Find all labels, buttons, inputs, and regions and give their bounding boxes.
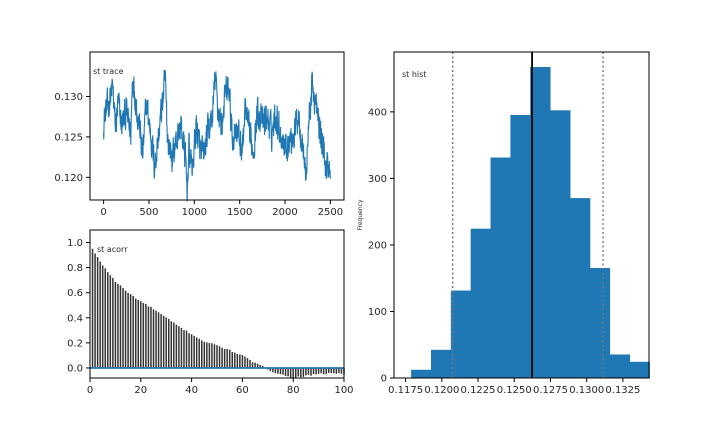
hist-bar [550, 110, 571, 379]
trace-ytick-label: 0.125 [54, 132, 83, 143]
hist-xtick-label: 0.1200 [424, 385, 459, 396]
acorr-title: st acorr [97, 245, 128, 254]
acorr-xtick-label: 40 [185, 385, 198, 396]
acorr-plot-area [90, 248, 345, 378]
trace-series-line [103, 69, 331, 202]
acorr-ytick-label: 0.0 [67, 363, 83, 374]
hist-bar [629, 361, 650, 379]
trace-y-ticks: 0.120 0.125 0.130 [54, 92, 90, 184]
acorr-y-ticks: 0.0 0.2 0.4 0.6 0.8 1.0 [67, 238, 90, 374]
hist-ytick-label: 100 [368, 307, 387, 318]
trace-xtick-label: 1000 [182, 207, 207, 218]
hist-title: st hist [402, 70, 426, 79]
hist-bar [490, 157, 511, 379]
acorr-xtick-label: 20 [134, 385, 147, 396]
hist-bar [450, 290, 472, 379]
acorr-xtick-label: 0 [87, 385, 93, 396]
acorr-axes-frame [89, 229, 345, 379]
trace-x-ticks: 0 500 1000 1500 2000 2500 [100, 200, 343, 218]
hist-bar [569, 198, 591, 379]
acorr-ytick-label: 1.0 [67, 238, 83, 249]
trace-ytick-label: 0.120 [54, 173, 83, 184]
hist-ytick-label: 0 [381, 374, 387, 385]
acorr-panel: st acorr 0 20 40 60 80 100 0.0 0.2 0.4 0.6 0.8 1.0 [67, 229, 354, 396]
acorr-xtick-label: 100 [334, 385, 353, 396]
hist-xtick-label: 0.1275 [533, 385, 568, 396]
acorr-x-ticks: 0 20 40 60 80 100 [87, 378, 354, 396]
trace-xtick-label: 2500 [318, 207, 343, 218]
hist-ytick-label: 300 [368, 174, 387, 185]
hist-xtick-label: 0.1300 [569, 385, 604, 396]
hist-ylabel: Frequency [357, 199, 364, 230]
acorr-ytick-label: 0.8 [67, 263, 83, 274]
trace-xtick-label: 0 [100, 207, 106, 218]
acorr-ytick-label: 0.6 [67, 288, 83, 299]
trace-xtick-label: 2000 [272, 207, 297, 218]
trace-xtick-label: 1500 [227, 207, 252, 218]
hist-plot-area [411, 52, 650, 379]
acorr-xtick-label: 60 [236, 385, 249, 396]
hist-y-ticks: 0 100 200 300 400 [368, 107, 394, 385]
hist-ytick-label: 400 [368, 107, 387, 118]
acorr-ytick-label: 0.2 [67, 338, 83, 349]
trace-axes-frame [89, 51, 345, 201]
hist-x-ticks: 0.1175 0.1200 0.1225 0.1250 0.1275 0.1300 0.13… [388, 378, 640, 396]
acorr-xtick-label: 80 [287, 385, 300, 396]
trace-panel: st trace 0 500 1000 1500 2000 2500 0.120 0.125… [54, 51, 345, 218]
hist-bar [530, 67, 551, 379]
hist-axes-frame [393, 51, 650, 379]
hist-panel: st hist Frequency 0.1175 0.1200 0.1225 0.12… [357, 51, 650, 396]
trace-title: st trace [93, 67, 124, 76]
hist-bar [609, 354, 630, 379]
hist-xtick-label: 0.1250 [497, 385, 532, 396]
hist-bar [589, 267, 611, 379]
acorr-ytick-label: 0.4 [67, 313, 83, 324]
trace-ytick-label: 0.130 [54, 92, 83, 103]
hist-xtick-label: 0.1325 [605, 385, 640, 396]
hist-bar [411, 369, 432, 379]
hist-xtick-label: 0.1175 [388, 385, 423, 396]
hist-bar [470, 228, 492, 379]
trace-plot-area [103, 69, 331, 202]
trace-xtick-label: 500 [139, 207, 158, 218]
hist-bar [510, 114, 531, 379]
hist-ytick-label: 200 [368, 240, 387, 251]
hist-xtick-label: 0.1225 [461, 385, 496, 396]
hist-bar [430, 349, 452, 379]
